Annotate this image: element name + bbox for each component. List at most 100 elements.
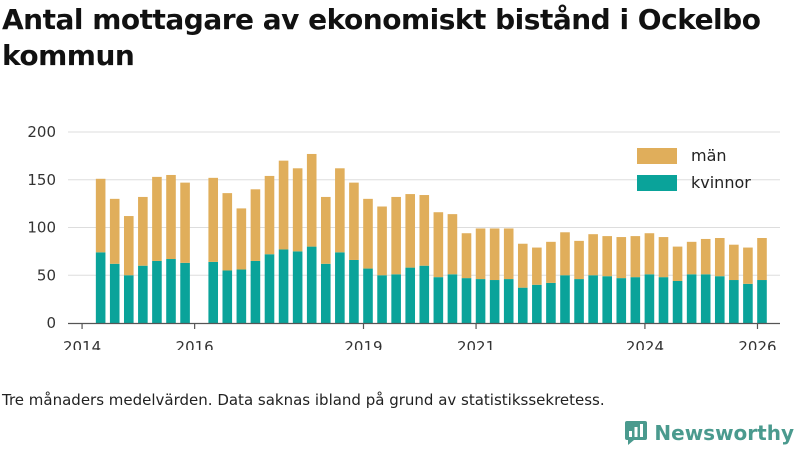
bar-man — [700, 238, 711, 275]
bar-kvinnor — [630, 277, 641, 323]
bar-man — [433, 212, 444, 278]
bar-man — [250, 189, 261, 261]
bar-man — [236, 208, 247, 270]
bar-man — [320, 196, 331, 264]
bar-man — [306, 153, 317, 247]
bar-kvinnor — [264, 254, 275, 323]
legend-label-man: män — [691, 146, 727, 165]
bar-man — [391, 196, 401, 275]
x-tick-label: 2014 — [63, 338, 101, 350]
bar-man — [447, 214, 458, 275]
bar-man — [714, 238, 725, 277]
bar-kvinnor — [560, 275, 570, 323]
stacked-bar-chart: 0 50 100 150 200 2014 2016 2019 2021 2024 2026 män… — [27, 123, 780, 350]
bar-kvinnor — [714, 276, 725, 323]
x-tick-label: 2019 — [344, 338, 382, 350]
bar-kvinnor — [166, 259, 176, 323]
x-tick-label: 2024 — [626, 338, 664, 350]
bar-kvinnor — [222, 270, 233, 323]
bar-man — [109, 198, 120, 264]
bar-man — [588, 234, 598, 276]
bar-man — [208, 177, 219, 262]
bars — [95, 153, 767, 323]
bar-man — [630, 236, 641, 278]
bar-man — [503, 228, 514, 280]
bar-man — [419, 195, 430, 266]
bar-man — [264, 175, 275, 255]
x-tick-label: 2021 — [457, 338, 495, 350]
bar-kvinnor — [658, 277, 669, 323]
bar-kvinnor — [475, 279, 486, 323]
bar-kvinnor — [335, 252, 345, 323]
bar-kvinnor — [433, 277, 444, 323]
bar-man — [123, 216, 134, 276]
bar-kvinnor — [236, 269, 247, 323]
brand-name: Newsworthy — [654, 421, 794, 445]
newsworthy-logo-icon — [625, 421, 648, 445]
bar-man — [658, 237, 669, 278]
bar-kvinnor — [602, 276, 613, 323]
bar-kvinnor — [532, 284, 542, 323]
y-tick-label: 0 — [46, 314, 56, 332]
bar-kvinnor — [700, 274, 711, 323]
bar-man — [138, 196, 148, 266]
bar-kvinnor — [306, 246, 317, 323]
y-tick-label: 100 — [27, 219, 56, 237]
bar-man — [152, 176, 162, 261]
bar-kvinnor — [672, 280, 683, 323]
bar-kvinnor — [208, 261, 219, 323]
legend: män kvinnor — [637, 146, 751, 192]
legend-label-kvinnor: kvinnor — [691, 173, 751, 192]
bar-kvinnor — [546, 282, 556, 323]
bar-kvinnor — [405, 267, 416, 323]
chart-title: Antal mottagare av ekonomiskt bistånd i … — [2, 3, 761, 72]
bar-kvinnor — [588, 275, 598, 323]
bar-kvinnor — [729, 280, 739, 323]
bar-man — [292, 168, 303, 252]
legend-swatch-kvinnor — [637, 175, 677, 191]
bar-man — [278, 160, 289, 250]
bar-man — [517, 243, 528, 288]
bar-kvinnor — [757, 280, 767, 323]
bar-kvinnor — [489, 280, 500, 323]
bar-kvinnor — [743, 283, 753, 323]
bar-kvinnor — [152, 260, 162, 323]
bar-man — [349, 182, 359, 260]
bar-man — [95, 178, 106, 253]
bar-kvinnor — [180, 262, 190, 323]
bar-man — [377, 206, 387, 276]
bar-man — [757, 238, 767, 281]
bar-kvinnor — [363, 268, 373, 323]
bar-kvinnor — [250, 260, 261, 323]
bar-kvinnor — [616, 278, 627, 323]
bar-man — [644, 233, 655, 275]
bar-kvinnor — [517, 287, 528, 323]
bar-man — [461, 233, 472, 279]
bar-man — [405, 194, 416, 268]
bar-kvinnor — [292, 251, 303, 323]
bar-man — [560, 232, 570, 276]
bar-kvinnor — [391, 274, 401, 323]
y-tick-label: 150 — [27, 171, 56, 189]
bar-kvinnor — [320, 263, 331, 323]
footnote: Tre månaders medelvärden. Data saknas ib… — [2, 391, 605, 409]
bar-man — [743, 247, 753, 284]
bar-man — [475, 228, 486, 280]
bar-man — [602, 236, 613, 277]
bar-kvinnor — [503, 279, 514, 323]
bar-man — [532, 247, 542, 285]
legend-swatch-man — [637, 148, 677, 164]
y-tick-label: 50 — [37, 266, 56, 284]
bar-kvinnor — [95, 252, 106, 323]
brand-logo[interactable]: Newsworthy — [624, 420, 794, 446]
bar-kvinnor — [447, 274, 458, 323]
bar-kvinnor — [644, 274, 655, 323]
bar-man — [546, 241, 556, 283]
bar-man — [616, 237, 627, 279]
x-tick-label: 2016 — [176, 338, 214, 350]
bar-kvinnor — [123, 275, 134, 323]
bar-kvinnor — [278, 249, 289, 323]
bar-man — [574, 240, 584, 280]
bar-kvinnor — [461, 278, 472, 323]
bar-kvinnor — [377, 275, 387, 323]
